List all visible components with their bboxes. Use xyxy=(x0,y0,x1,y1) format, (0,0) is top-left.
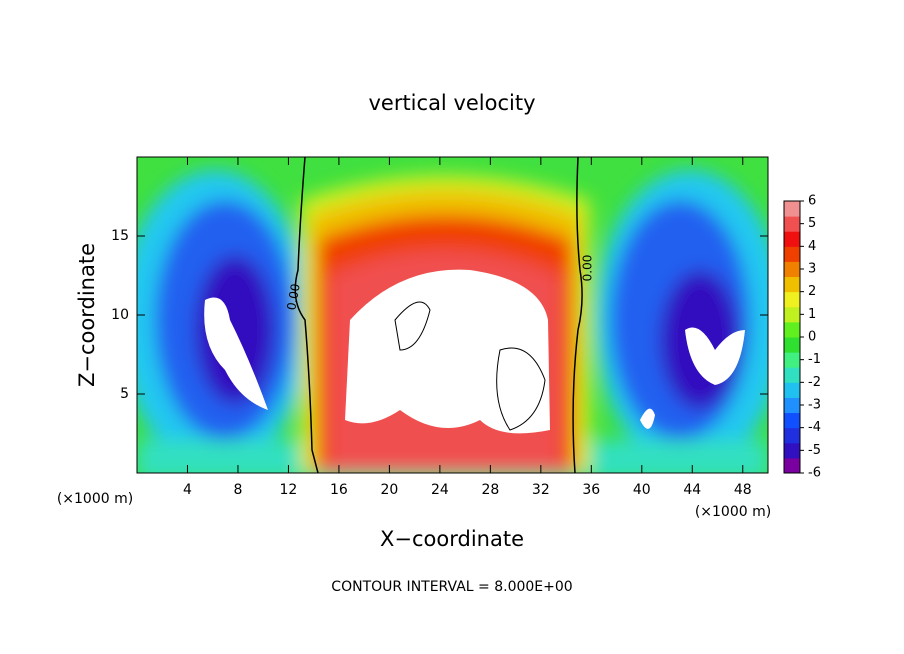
x-tick-label: 8 xyxy=(233,482,242,498)
x-tick-label: 4 xyxy=(183,482,192,498)
colorbar-band xyxy=(784,427,800,444)
y-tick-label: 5 xyxy=(120,386,129,402)
footer: CONTOUR INTERVAL = 8.000E+00 xyxy=(331,579,572,595)
colorbar-band xyxy=(784,352,800,368)
colorbar-label: 4 xyxy=(808,239,816,254)
colorbar-band xyxy=(784,306,800,323)
colorbar-band xyxy=(784,442,800,459)
colorbar-band xyxy=(784,201,800,217)
x-tick-label: 24 xyxy=(431,482,449,498)
colorbar-band xyxy=(784,382,800,398)
x-tick-label: 44 xyxy=(683,482,701,498)
colorbar-band xyxy=(784,231,800,247)
y-tick-label: 10 xyxy=(111,307,129,323)
x-tick-label: 32 xyxy=(532,482,550,498)
colorbar-label: -4 xyxy=(808,420,821,435)
colorbar-band xyxy=(784,276,800,293)
axis-unit: (×1000 m) xyxy=(695,504,771,520)
colorbar-label: -2 xyxy=(808,375,821,390)
x-tick-label: 40 xyxy=(633,482,651,498)
colorbar-band xyxy=(784,291,800,308)
colorbar-band xyxy=(784,261,800,278)
field xyxy=(137,157,768,473)
colorbar-band xyxy=(784,321,800,338)
colorbar-label: -5 xyxy=(808,443,821,458)
contour-label: 0.00 xyxy=(581,255,595,282)
colorbar-label: -3 xyxy=(808,398,821,413)
x-axis-label: X−coordinate xyxy=(380,527,524,551)
colorbar-band xyxy=(784,457,800,474)
colorbar-label: 2 xyxy=(808,284,816,299)
contour-label: 0.00 xyxy=(284,283,302,312)
x-tick-label: 28 xyxy=(481,482,499,498)
x-tick-label: 36 xyxy=(582,482,600,498)
colorbar-label: 0 xyxy=(808,330,816,345)
colorbar-label: 5 xyxy=(808,216,816,231)
colorbar-band xyxy=(784,246,800,262)
chart-title: vertical velocity xyxy=(368,91,535,115)
x-tick-label: 16 xyxy=(330,482,348,498)
x-tick-label: 48 xyxy=(734,482,752,498)
colorbar-band xyxy=(784,216,800,232)
colorbar-label: -6 xyxy=(808,466,821,481)
colorbar-band xyxy=(784,412,800,429)
colorbar-label: 1 xyxy=(808,307,816,322)
x-tick-label: 12 xyxy=(280,482,298,498)
y-axis-label: Z−coordinate xyxy=(75,243,99,387)
colorbar-label: 3 xyxy=(808,262,816,277)
axis-unit: (×1000 m) xyxy=(57,491,133,507)
colorbar-label: 6 xyxy=(808,194,816,209)
colorbar-band xyxy=(784,337,800,353)
y-tick-label: 15 xyxy=(111,228,129,244)
colorbar-band xyxy=(784,397,800,414)
x-tick-label: 20 xyxy=(380,482,398,498)
colorbar-band xyxy=(784,367,800,383)
colorbar-label: -1 xyxy=(808,352,821,367)
